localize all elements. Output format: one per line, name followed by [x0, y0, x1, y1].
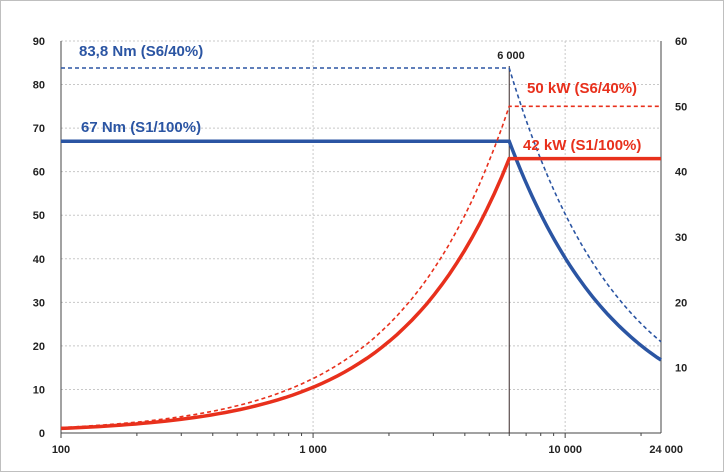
axes	[60, 41, 662, 438]
x-tick-label: 100	[52, 444, 70, 456]
annotations: 83,8 Nm (S6/40%) 67 Nm (S1/100%) 50 kW (…	[79, 43, 641, 154]
y-tick-label: 80	[33, 80, 45, 92]
y-tick-label: 50	[33, 210, 45, 222]
y-tick-label: 0	[39, 428, 45, 440]
y-tick-label: 60	[33, 167, 45, 179]
y-tick-label: 90	[33, 36, 45, 48]
x-tick-label: 10 000	[548, 444, 582, 456]
y2-tick-label: 50	[675, 101, 687, 113]
tick-labels: 0 10 20 30 40 50 60 70 80 90 10 20 30 40 50 60 100 1 000 1…	[33, 36, 688, 456]
y-tick-label: 70	[33, 123, 45, 135]
torque-s1-line	[61, 139, 662, 362]
annotation-torque-s1: 67 Nm (S1/100%)	[81, 119, 201, 136]
annotation-torque-s6: 83,8 Nm (S6/40%)	[79, 43, 203, 60]
y2-tick-label: 20	[675, 297, 687, 309]
y-tick-label: 20	[33, 341, 45, 353]
y2-tick-label: 40	[675, 167, 687, 179]
gridlines	[61, 40, 661, 433]
power-s1-line	[60, 156, 661, 431]
annotation-power-s6: 50 kW (S6/40%)	[527, 80, 637, 97]
y2-tick-label: 30	[675, 232, 687, 244]
series-lines	[60, 67, 662, 431]
torque-s6-line	[61, 67, 662, 343]
x-tick-label: 24 000	[649, 444, 683, 456]
base-speed-label: 6 000	[497, 50, 525, 62]
y-tick-label: 40	[33, 254, 45, 266]
annotation-power-s1: 42 kW (S1/100%)	[523, 137, 641, 154]
y-tick-label: 10	[33, 384, 45, 396]
y2-tick-label: 60	[675, 36, 687, 48]
y2-tick-label: 10	[675, 363, 687, 375]
power-s6-line	[60, 105, 661, 429]
y-tick-label: 30	[33, 297, 45, 309]
x-tick-label: 1 000	[299, 444, 327, 456]
